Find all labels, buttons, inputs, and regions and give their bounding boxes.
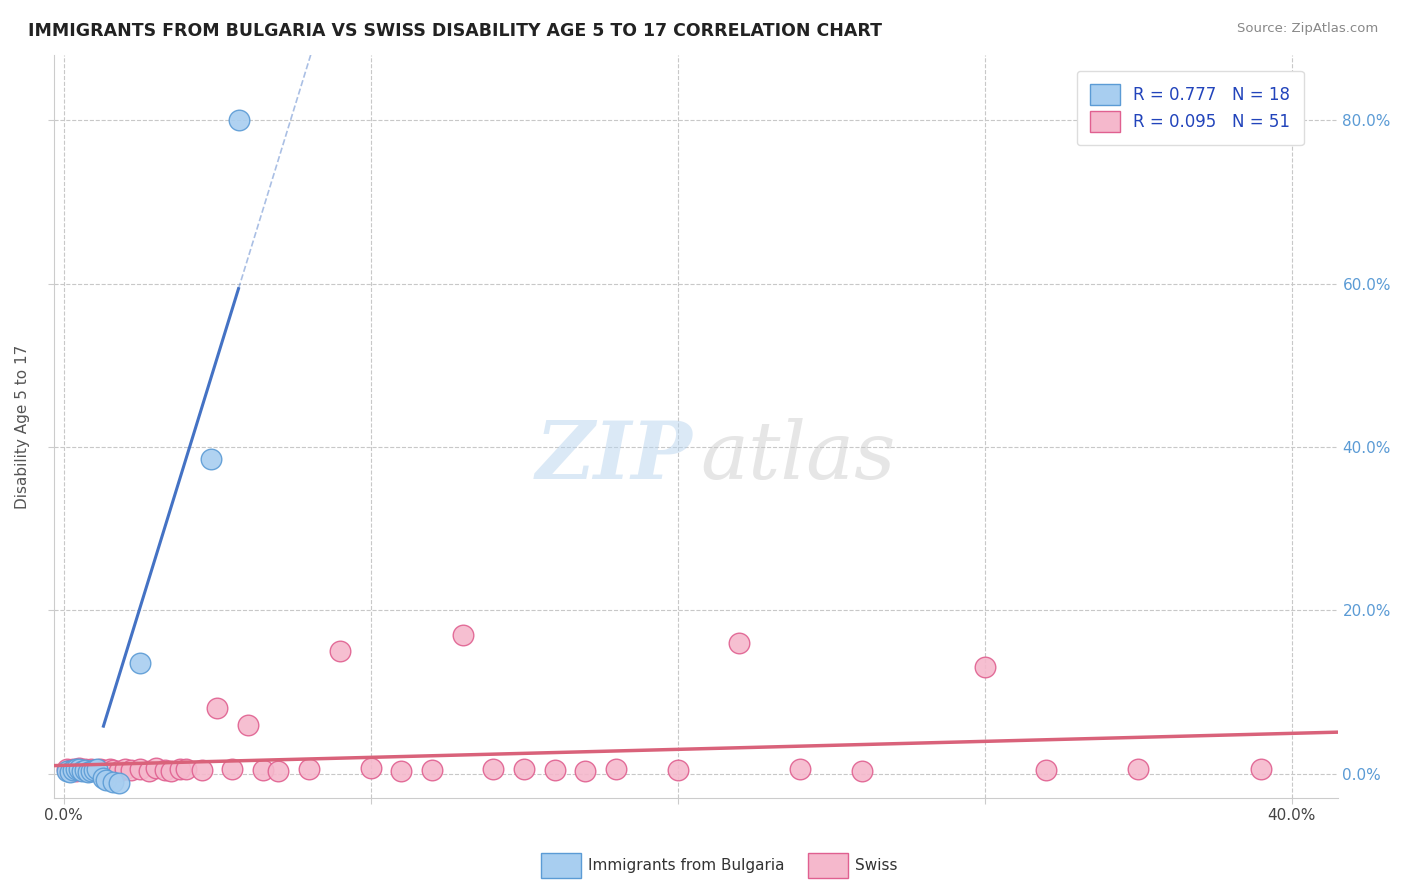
Point: [129, 762, 152, 776]
Point: [221, 763, 243, 777]
Y-axis label: Disability Age 5 to 17: Disability Age 5 to 17: [15, 344, 30, 508]
Text: atlas: atlas: [700, 417, 896, 495]
Point: [55, 764, 77, 778]
Point: [451, 628, 474, 642]
Point: [83, 764, 105, 778]
Point: [86, 764, 108, 778]
Point: [851, 764, 873, 778]
Point: [169, 763, 191, 777]
Point: [138, 764, 160, 778]
Point: [62, 762, 84, 776]
Text: Immigrants from Bulgaria: Immigrants from Bulgaria: [588, 858, 785, 872]
Point: [98, 763, 121, 777]
Point: [80, 762, 103, 776]
Point: [89, 763, 111, 777]
Point: [145, 761, 167, 775]
Point: [973, 660, 995, 674]
Point: [153, 764, 176, 778]
Point: [93, 764, 115, 778]
Point: [70, 764, 93, 778]
Legend: R = 0.777   N = 18, R = 0.095   N = 51: R = 0.777 N = 18, R = 0.095 N = 51: [1077, 70, 1303, 145]
Point: [1035, 764, 1057, 778]
Point: [70, 764, 93, 778]
Point: [65, 763, 87, 777]
Point: [205, 701, 228, 715]
Point: [420, 764, 443, 778]
Point: [114, 763, 136, 777]
Point: [96, 764, 118, 778]
Text: Source: ZipAtlas.com: Source: ZipAtlas.com: [1237, 22, 1378, 36]
Point: [605, 763, 627, 777]
Text: Swiss: Swiss: [855, 858, 897, 872]
Point: [236, 717, 259, 731]
Point: [1126, 763, 1149, 777]
Point: [190, 764, 212, 778]
Point: [107, 776, 129, 790]
Point: [83, 764, 105, 778]
Point: [129, 657, 152, 671]
Point: [67, 762, 90, 776]
Point: [73, 764, 96, 778]
Point: [101, 774, 124, 789]
Point: [77, 764, 100, 778]
Point: [120, 764, 142, 778]
Point: [67, 761, 90, 775]
Point: [298, 763, 321, 777]
Point: [252, 764, 274, 778]
Point: [96, 773, 118, 788]
Point: [160, 764, 183, 778]
Point: [59, 764, 82, 779]
Point: [101, 764, 124, 778]
Point: [62, 764, 84, 778]
Point: [107, 764, 129, 778]
Point: [482, 763, 505, 777]
Point: [65, 764, 87, 778]
Point: [86, 763, 108, 777]
Point: [200, 452, 222, 467]
Point: [176, 762, 198, 776]
Point: [329, 644, 352, 658]
Point: [73, 763, 96, 777]
Point: [77, 764, 100, 779]
Text: IMMIGRANTS FROM BULGARIA VS SWISS DISABILITY AGE 5 TO 17 CORRELATION CHART: IMMIGRANTS FROM BULGARIA VS SWISS DISABI…: [28, 22, 882, 40]
Text: ZIP: ZIP: [536, 417, 692, 495]
Point: [544, 764, 567, 778]
Point: [666, 764, 689, 778]
Point: [389, 764, 412, 778]
Point: [59, 764, 82, 778]
Point: [80, 764, 103, 778]
Point: [728, 636, 751, 650]
Point: [93, 771, 115, 785]
Point: [574, 764, 596, 778]
Point: [789, 762, 811, 776]
Point: [360, 761, 382, 775]
Point: [228, 113, 250, 128]
Point: [1250, 762, 1272, 776]
Point: [267, 764, 290, 778]
Point: [513, 763, 536, 777]
Point: [55, 763, 77, 777]
